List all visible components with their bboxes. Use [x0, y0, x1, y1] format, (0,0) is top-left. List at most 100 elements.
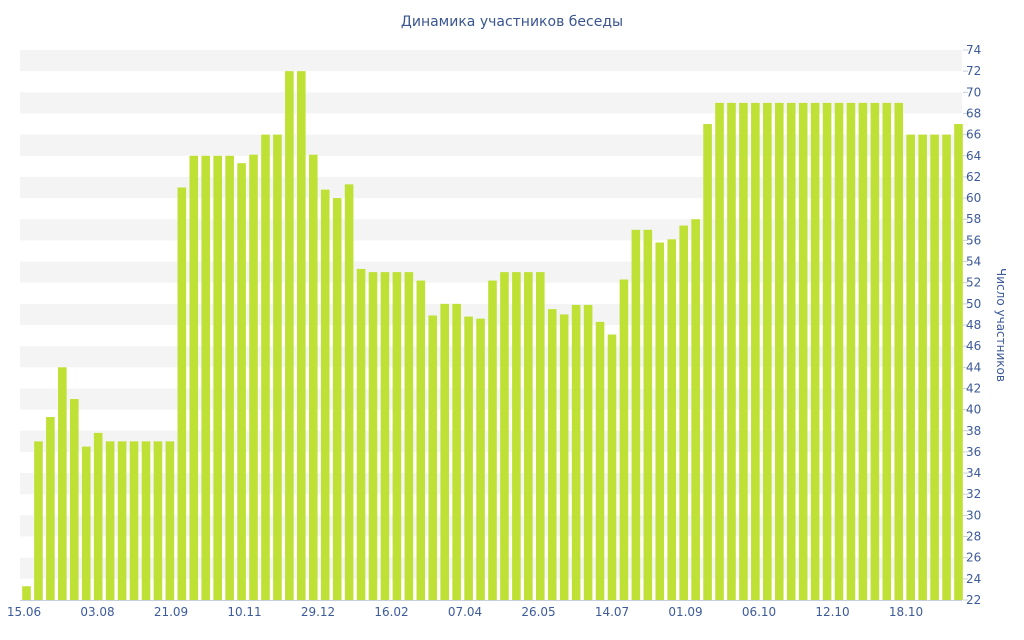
bar [273, 134, 282, 600]
bar [882, 102, 892, 600]
bar [918, 134, 927, 600]
bar [894, 102, 904, 600]
chart-title: Динамика участников беседы [400, 14, 624, 30]
y-tick-label: 30 [966, 508, 981, 522]
y-tick-label: 72 [966, 64, 981, 78]
x-tick-label: 07.04 [448, 605, 482, 619]
bar [846, 102, 856, 600]
bar [452, 303, 461, 600]
bar [954, 124, 963, 600]
bar [524, 272, 533, 600]
bar [380, 272, 390, 600]
y-tick-label: 26 [966, 551, 981, 565]
bar [308, 154, 318, 600]
bar [535, 272, 545, 600]
bar [368, 272, 378, 600]
bar [141, 441, 151, 600]
bar [774, 102, 784, 600]
bar [571, 304, 581, 600]
bar [631, 229, 641, 600]
bar [213, 155, 222, 600]
bar [500, 272, 509, 600]
bar [117, 441, 127, 600]
bar [476, 318, 485, 600]
bar [727, 102, 736, 600]
y-tick-label: 70 [966, 85, 981, 99]
bar [201, 155, 211, 600]
bar [858, 102, 868, 600]
y-tick-label: 46 [966, 339, 981, 353]
y-tick-label: 62 [966, 170, 981, 184]
bar [356, 268, 366, 600]
bar [619, 279, 629, 600]
bar [930, 134, 939, 600]
bar [177, 187, 187, 600]
y-tick-label: 64 [966, 149, 981, 163]
bar [404, 272, 414, 600]
x-tick-label: 01.09 [668, 605, 702, 619]
bar [751, 102, 760, 600]
bar [320, 189, 330, 600]
y-tick-label: 56 [966, 233, 981, 247]
bar [58, 367, 67, 600]
y-tick-label: 28 [966, 530, 981, 544]
bar [440, 303, 449, 600]
bar [667, 239, 677, 600]
bar [129, 441, 139, 600]
x-tick-label: 06.10 [742, 605, 776, 619]
y-tick-label: 52 [966, 276, 981, 290]
y-tick-label: 38 [966, 424, 981, 438]
y-tick-label: 68 [966, 106, 981, 120]
bar [189, 155, 199, 600]
bar [559, 314, 569, 600]
bar [69, 399, 79, 600]
y-tick-label: 44 [966, 360, 981, 374]
bar [344, 184, 354, 600]
bar [786, 102, 796, 600]
bar [261, 134, 270, 600]
bar [547, 309, 557, 600]
bar [46, 417, 55, 600]
x-axis-ticks: 15.06 03.08 21.09 10.11 29.12 16.02 07.04 26.05… [7, 605, 923, 619]
grid-band [20, 50, 962, 72]
bar [595, 321, 605, 600]
y-axis-title: Число участников [994, 268, 1008, 382]
bar [392, 272, 402, 600]
bar [153, 441, 163, 600]
y-tick-label: 22 [966, 593, 981, 607]
bar [655, 242, 665, 600]
bar [763, 102, 772, 600]
bar [739, 102, 748, 600]
bar [834, 102, 844, 600]
bar [34, 441, 43, 600]
grid-band [20, 92, 962, 114]
bar [297, 71, 306, 600]
y-tick-label: 66 [966, 128, 981, 142]
y-tick-label: 74 [966, 43, 981, 57]
bar [416, 280, 426, 600]
bar [249, 154, 258, 600]
y-tick-label: 58 [966, 212, 981, 226]
x-tick-label: 10.11 [227, 605, 261, 619]
bar [81, 446, 91, 600]
x-tick-label: 03.08 [80, 605, 114, 619]
x-tick-label: 15.06 [7, 605, 41, 619]
y-tick-label: 36 [966, 445, 981, 459]
bar [942, 134, 951, 600]
y-tick-label: 48 [966, 318, 981, 332]
y-tick-label: 50 [966, 297, 981, 311]
bar [583, 304, 593, 600]
bar [165, 441, 175, 600]
y-tick-label: 32 [966, 487, 981, 501]
bar [607, 334, 617, 600]
grid-band [20, 134, 962, 156]
bar [906, 134, 915, 600]
y-tick-label: 60 [966, 191, 981, 205]
grid-band [20, 219, 962, 241]
grid-band [20, 261, 962, 283]
grid-band [20, 176, 962, 199]
y-axis-ticks: 22 24 26 28 30 32 34 36 38 40 42 44 46 48 50 52 54 56 58 60… [963, 43, 981, 607]
y-tick-label: 54 [966, 255, 981, 269]
x-tick-label: 12.10 [815, 605, 849, 619]
